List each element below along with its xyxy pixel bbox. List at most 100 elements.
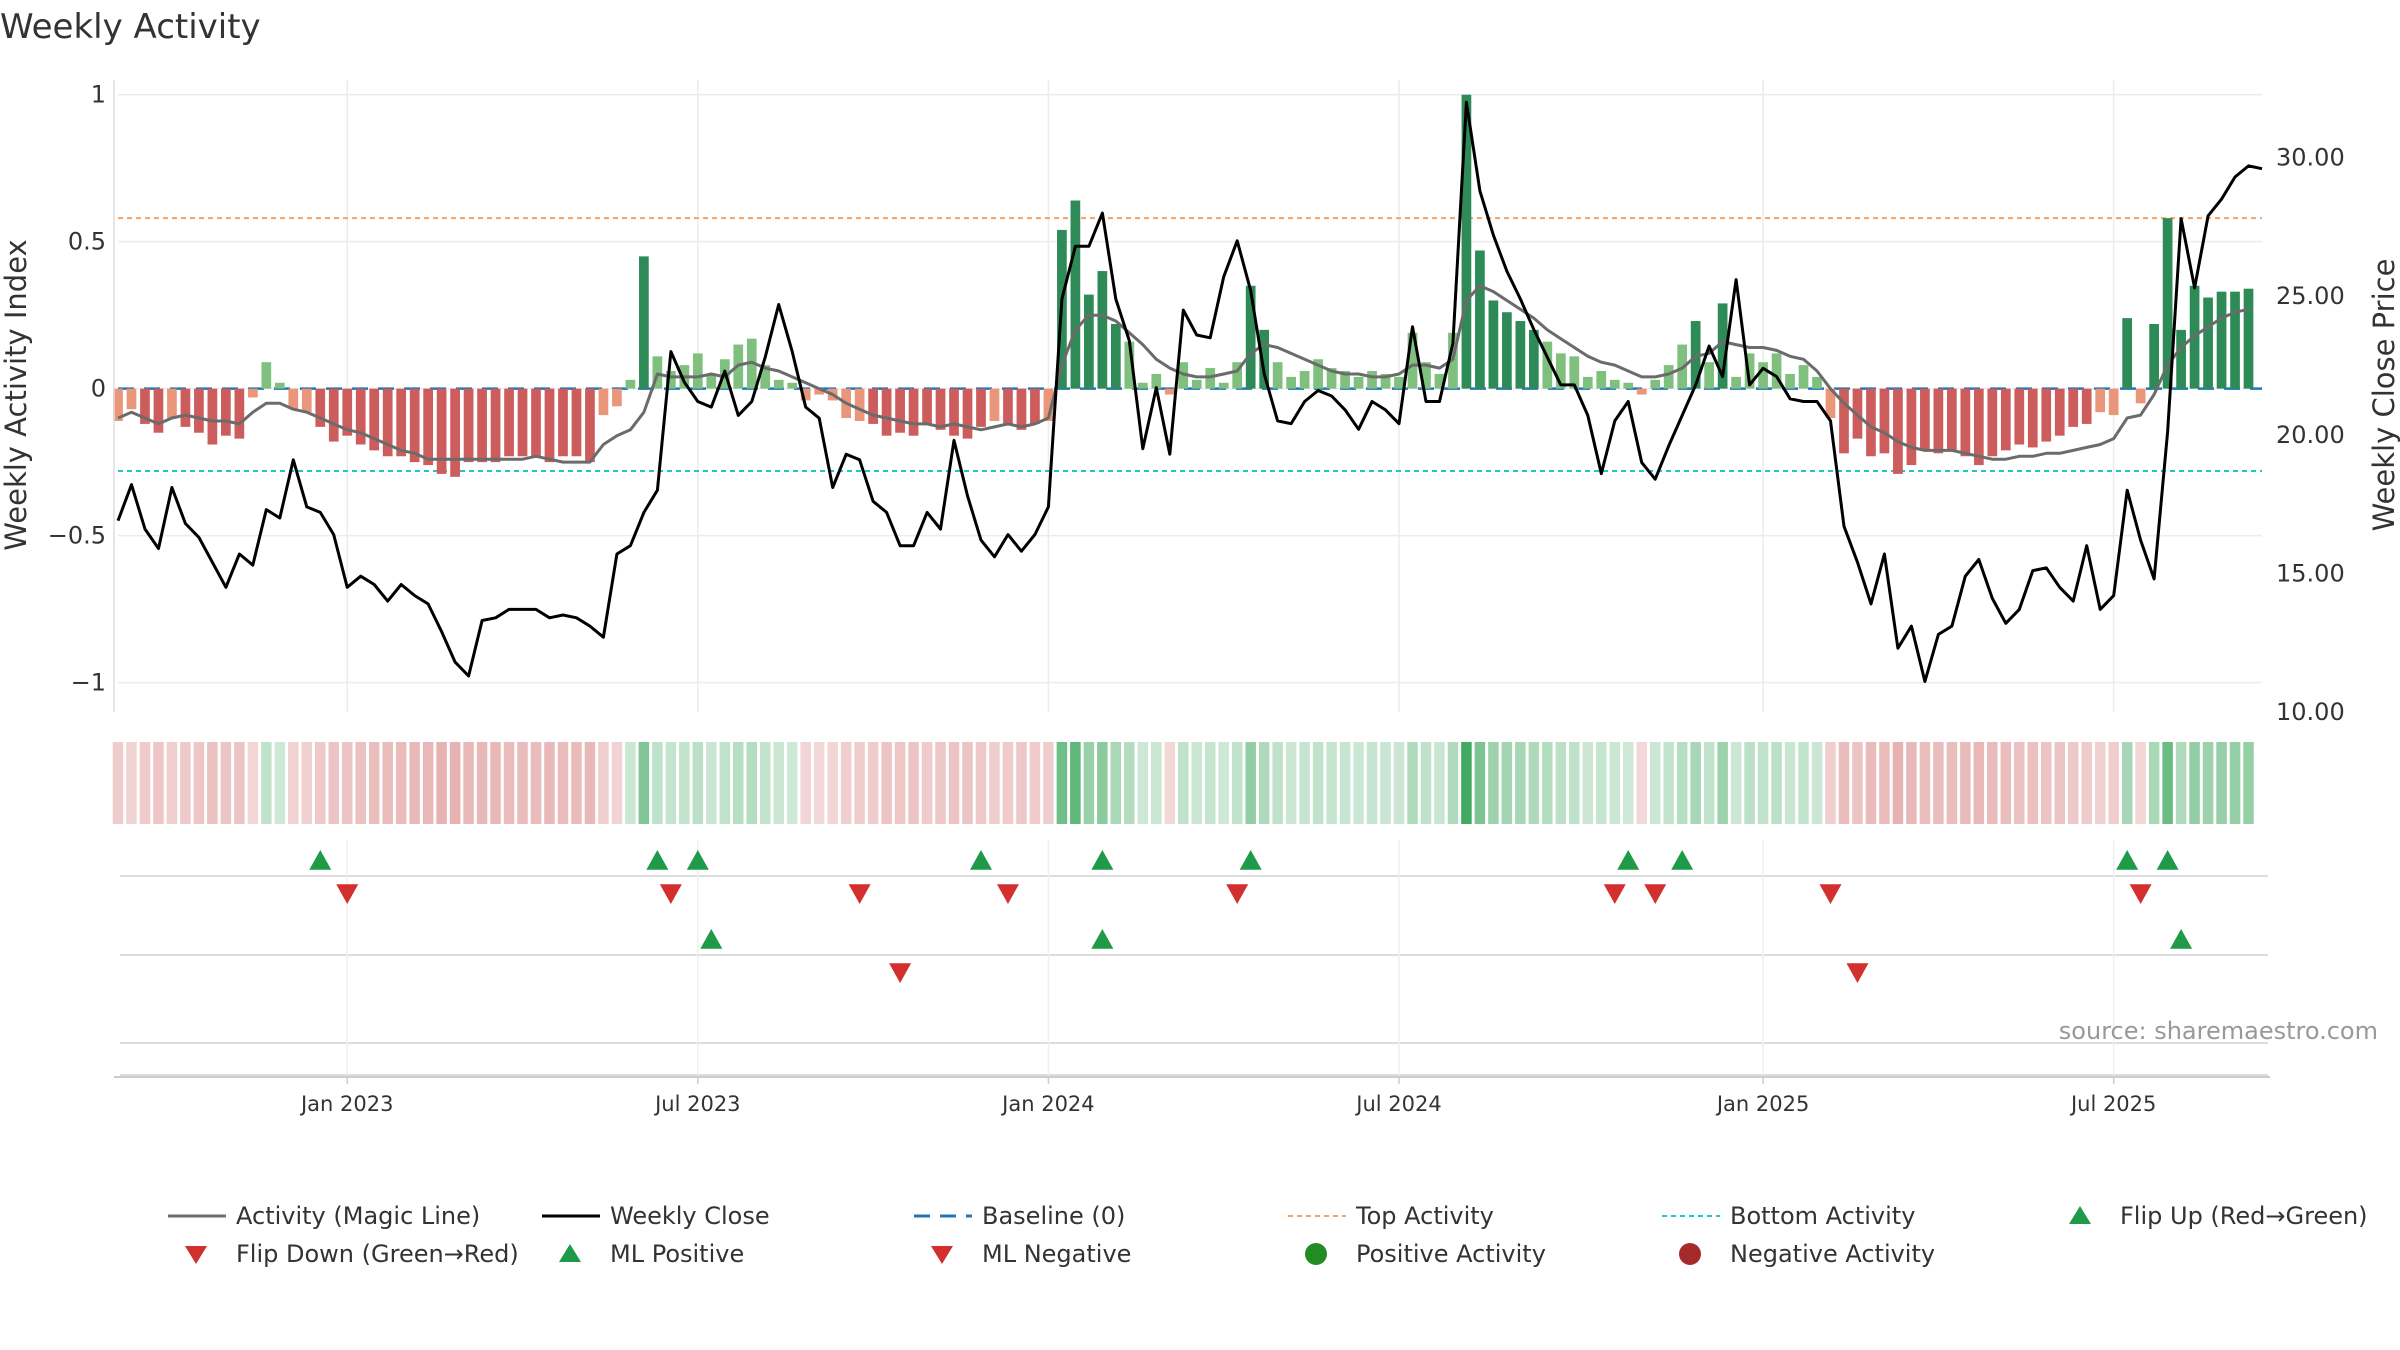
activity-bar <box>1003 388 1013 424</box>
heat-strip-cell <box>679 742 690 824</box>
heat-strip-cell <box>989 742 1000 824</box>
x-tick-label: Jul 2025 <box>2069 1092 2156 1116</box>
flip-up-marker <box>309 850 332 870</box>
activity-bar <box>2000 388 2011 451</box>
activity-bar <box>463 388 474 463</box>
activity-bar <box>247 388 258 398</box>
heat-strip-cell <box>2000 742 2012 824</box>
heat-strip-cell <box>1110 742 1122 824</box>
activity-bar <box>1340 371 1350 389</box>
heat-strip-cell <box>1366 742 1378 824</box>
heat-strip-cell <box>1771 742 1782 824</box>
heat-strip-cell <box>1596 742 1607 824</box>
legend-item-top: Top Activity <box>1288 1202 1494 1230</box>
activity-bar <box>1218 382 1229 389</box>
legend-label: Top Activity <box>1355 1202 1494 1230</box>
heat-strip-cell <box>1070 742 1081 824</box>
heat-strip-cell <box>1461 742 1472 824</box>
ml-positive-marker <box>2170 929 2193 949</box>
heat-strip-cell <box>1555 742 1567 824</box>
activity-bar <box>1744 353 1755 389</box>
activity-bar <box>922 388 932 424</box>
activity-bar <box>1164 388 1175 395</box>
flip-up-marker <box>2116 850 2139 870</box>
activity-bar <box>1502 312 1512 389</box>
heat-strip-cell <box>490 742 501 824</box>
heat-strip-cell <box>2108 742 2119 824</box>
activity-bar <box>2068 388 2079 427</box>
heat-strip-cell <box>1447 742 1459 824</box>
heat-strip-cell <box>1649 742 1661 824</box>
activity-bar <box>1084 294 1094 389</box>
weekly-close-series <box>116 100 2263 683</box>
heat-strip-cell <box>1258 742 1270 824</box>
x-tick-label: Jan 2025 <box>1715 1092 1810 1116</box>
activity-bar <box>1920 388 1930 451</box>
activity-bar <box>1785 373 1795 389</box>
flip-down-marker <box>1226 884 1249 904</box>
right-tick-label: 25.00 <box>2276 282 2345 310</box>
activity-bar <box>571 388 582 457</box>
heat-strip-cell <box>2216 742 2227 824</box>
heat-strip-cell <box>719 742 731 824</box>
heat-strip-cell <box>1838 742 1850 824</box>
activity-bar <box>1151 373 1162 389</box>
activity-bar <box>949 388 959 436</box>
heat-strip-cell <box>1973 742 1985 824</box>
heat-strip-cell <box>288 742 299 824</box>
heat-strip-cell <box>1164 742 1176 824</box>
activity-bar <box>436 388 447 474</box>
activity-bar <box>207 388 218 445</box>
heat-strip-cell <box>962 742 973 824</box>
heat-strip-cell <box>2081 742 2092 824</box>
activity-bar <box>2230 291 2240 389</box>
activity-bar <box>1367 371 1377 389</box>
activity-bar <box>126 388 137 410</box>
activity-bar <box>1663 365 1674 389</box>
magic-line-series <box>117 284 2249 464</box>
left-tick-label: −1 <box>71 669 106 697</box>
activity-bar <box>787 382 798 389</box>
heat-strip-cell <box>1177 742 1189 824</box>
heat-strip-cell <box>1515 742 1526 824</box>
heat-strip-cell <box>449 742 461 824</box>
legend-item-mlneg: ML Negative <box>931 1240 1131 1268</box>
activity-bar <box>1528 329 1539 389</box>
activity-bar <box>1973 388 1984 466</box>
activity-bar <box>854 388 865 421</box>
activity-bar <box>1879 388 1890 454</box>
heat-strip-cell <box>395 742 407 824</box>
heat-strip-cell <box>867 742 879 824</box>
heat-strip-cell <box>180 742 191 824</box>
heat-strip-cell <box>1946 742 1958 824</box>
heat-strip-cell <box>1393 742 1405 824</box>
heat-strip-cell <box>382 742 393 824</box>
heat-strip-cell <box>1744 742 1755 824</box>
heat-strip-cell <box>611 742 623 824</box>
heat-strip-cell <box>315 742 326 824</box>
legend-item-negact: Negative Activity <box>1679 1240 1935 1268</box>
activity-bar <box>423 388 433 466</box>
activity-bar <box>180 388 191 427</box>
legend-label: Activity (Magic Line) <box>236 1202 480 1230</box>
chart-title: Weekly Activity <box>0 7 261 47</box>
activity-bar <box>315 388 326 427</box>
activity-bar <box>1866 388 1876 457</box>
activity-bar <box>1704 362 1714 389</box>
heat-strip-cell <box>1636 742 1647 824</box>
heat-strip-cell <box>1083 742 1095 824</box>
activity-bar <box>288 388 299 410</box>
heat-strip-cell <box>1933 742 1944 824</box>
legend-swatch-down-triangle <box>931 1246 953 1264</box>
heat-strip-cell <box>1825 742 1836 824</box>
activity-bar <box>1380 373 1391 389</box>
heat-strip-cell <box>463 742 474 824</box>
heat-strip-cell <box>1407 742 1418 824</box>
heat-strip-cell <box>517 742 528 824</box>
activity-bar <box>274 382 285 389</box>
x-tick-label: Jul 2023 <box>653 1092 740 1116</box>
heat-strip-cell <box>908 742 919 824</box>
activity-bar <box>1987 388 1998 457</box>
activity-bar <box>544 388 555 463</box>
